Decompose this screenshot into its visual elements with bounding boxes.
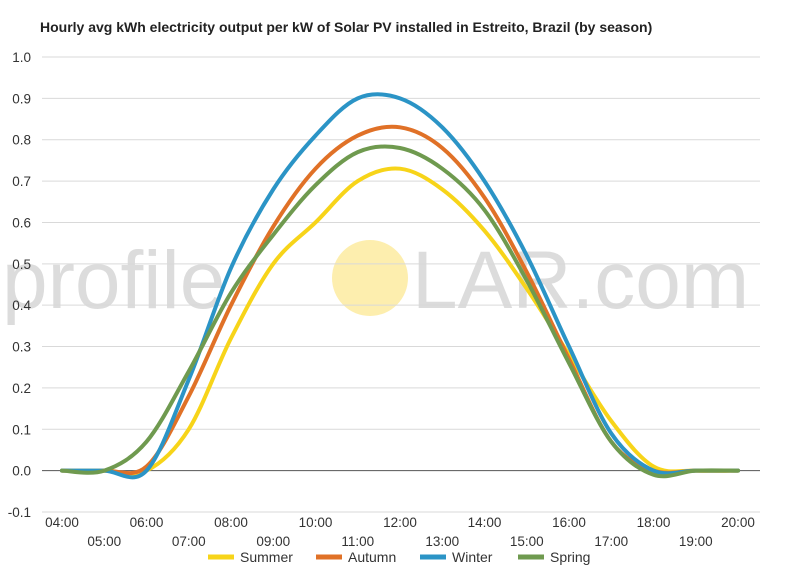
grid	[42, 56, 760, 513]
x-tick-label: 04:00	[45, 515, 79, 530]
y-tick-label: 0.7	[12, 174, 31, 189]
watermark: profile LAR.com	[2, 235, 749, 326]
x-tick-label: 16:00	[552, 515, 586, 530]
watermark-text-left: profile	[2, 235, 225, 326]
x-tick-label: 07:00	[172, 534, 206, 549]
legend: Summer Autumn Winter Spring	[208, 549, 590, 565]
legend-label-autumn: Autumn	[348, 549, 396, 565]
x-tick-label: 20:00	[721, 515, 755, 530]
x-tick-label: 11:00	[341, 534, 374, 549]
series-lines	[60, 92, 740, 480]
series-line-spring	[60, 144, 740, 479]
y-axis-ticks: -0.1 0.0 0.1 0.2 0.3 0.4 0.5 0.6 0.7 0.8 0.9 1.0	[8, 50, 32, 520]
x-tick-label: 06:00	[130, 515, 164, 530]
x-tick-label: 05:00	[87, 534, 121, 549]
y-tick-label: 0.3	[12, 340, 31, 355]
y-tick-label: 1.0	[12, 50, 31, 65]
legend-label-summer: Summer	[240, 549, 293, 565]
x-tick-label: 19:00	[679, 534, 713, 549]
x-tick-label: 13:00	[425, 534, 459, 549]
y-tick-label: -0.1	[8, 505, 31, 520]
x-tick-label: 10:00	[299, 515, 333, 530]
y-tick-label: 0.8	[12, 133, 31, 148]
y-tick-label: 0.1	[12, 422, 31, 437]
y-tick-label: 0.5	[12, 257, 31, 272]
legend-label-winter: Winter	[452, 549, 493, 565]
x-tick-label: 18:00	[637, 515, 671, 530]
y-tick-label: 0.0	[12, 464, 31, 479]
y-tick-label: 0.6	[12, 215, 31, 230]
watermark-sun	[332, 240, 408, 316]
chart-title: Hourly avg kWh electricity output per kW…	[40, 19, 653, 35]
y-tick-label: 0.2	[12, 381, 31, 396]
y-tick-label: 0.4	[12, 298, 31, 313]
y-tick-label: 0.9	[12, 91, 31, 106]
x-tick-label: 08:00	[214, 515, 248, 530]
x-tick-label: 17:00	[594, 534, 628, 549]
watermark-text-right: LAR.com	[412, 235, 749, 326]
x-tick-label: 15:00	[510, 534, 544, 549]
series-line-summer	[60, 166, 740, 476]
x-tick-label: 12:00	[383, 515, 417, 530]
x-axis-ticks: 04:00 05:00 06:00 07:00 08:00 09:00 10:00 11:00…	[45, 515, 755, 549]
x-tick-label: 09:00	[256, 534, 290, 549]
legend-label-spring: Spring	[550, 549, 590, 565]
series-line-winter	[60, 92, 740, 480]
x-tick-label: 14:00	[468, 515, 502, 530]
